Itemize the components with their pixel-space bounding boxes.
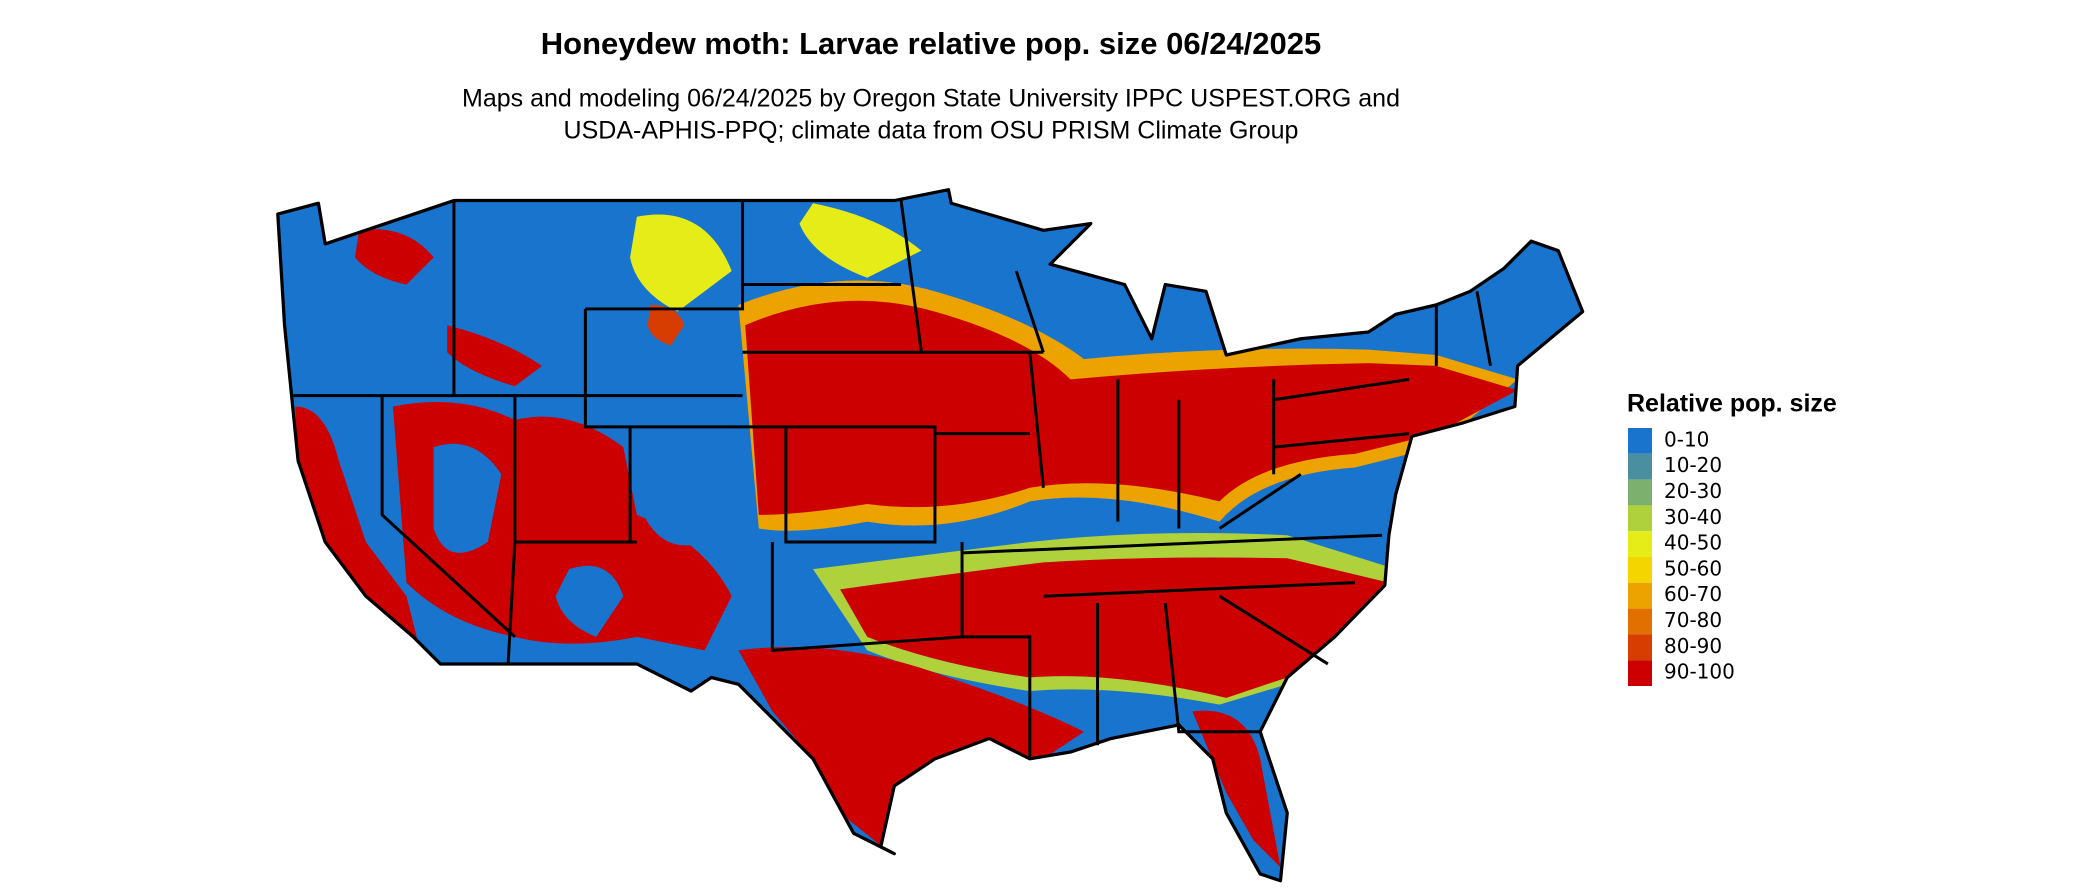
state-borders <box>291 200 1492 759</box>
legend-swatch <box>1628 634 1652 661</box>
high-area <box>745 300 1518 515</box>
legend-label: 80-90 <box>1664 634 1722 658</box>
legend-label: 20-30 <box>1664 479 1722 503</box>
mid-area <box>630 203 922 312</box>
high-area <box>840 557 1389 698</box>
legend-swatch <box>1628 505 1652 532</box>
subtitle-line: USDA-APHIS-PPQ; climate data from OSU PR… <box>564 117 1299 145</box>
legend-label: 70-80 <box>1664 608 1722 632</box>
high-edge <box>647 304 685 346</box>
map <box>276 188 1585 883</box>
high-area <box>738 647 1084 851</box>
high-area <box>355 229 542 387</box>
legend-swatch <box>1628 608 1652 635</box>
country-border <box>276 188 1585 883</box>
legend-swatch <box>1628 557 1652 583</box>
legend-swatch <box>1628 660 1652 686</box>
high-area <box>295 406 421 651</box>
legend-swatch <box>1628 479 1652 506</box>
legend-title: Relative pop. size <box>1627 390 1837 418</box>
low-area <box>433 443 719 637</box>
legend-label: 40-50 <box>1664 531 1722 555</box>
subtitle-line: Maps and modeling 06/24/2025 by Oregon S… <box>462 85 1400 113</box>
legend: Relative pop. size 0-1010-2020-3030-4040… <box>1627 390 1837 686</box>
legend-label: 0-10 <box>1664 427 1709 451</box>
legend-label: 50-60 <box>1664 556 1722 580</box>
legend-swatch <box>1628 453 1652 480</box>
legend-label: 10-20 <box>1664 453 1722 477</box>
legend-swatch <box>1628 582 1652 609</box>
high-area <box>1192 710 1281 868</box>
legend-label: 30-40 <box>1664 505 1722 529</box>
legend-label: 90-100 <box>1664 660 1735 684</box>
legend-label: 60-70 <box>1664 582 1722 606</box>
title: Honeydew moth: Larvae relative pop. size… <box>541 26 1322 61</box>
legend-swatch <box>1628 531 1652 557</box>
legend-swatch <box>1628 428 1652 454</box>
